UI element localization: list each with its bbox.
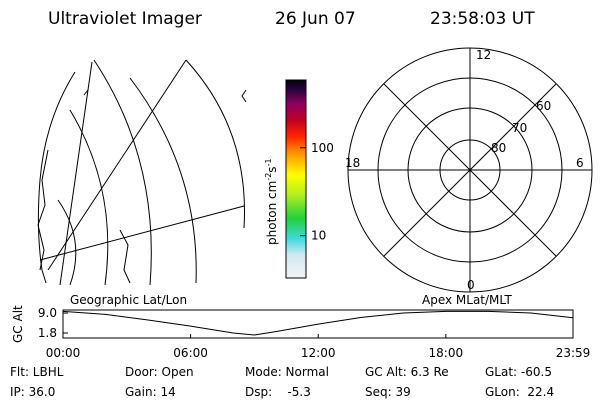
label-exp: -1 [264, 158, 273, 166]
label-text: s [265, 166, 279, 172]
status-field: Mode: Normal [245, 365, 329, 379]
label-text: photon cm [265, 181, 279, 245]
plot-label: Geographic Lat/Lon [70, 293, 187, 307]
x-tick-label: 18:00 [429, 346, 464, 360]
lat-label: 60 [536, 99, 551, 113]
status-field: Dsp: -5.3 [245, 385, 311, 399]
colorbar-tick-label: 10 [311, 229, 326, 243]
colorbar [285, 79, 307, 279]
status-field: GLat: -60.5 [485, 365, 552, 379]
geo-map [37, 59, 247, 286]
status-field: GC Alt: 6.3 Re [365, 365, 449, 379]
y-tick-label: 9.0 [38, 306, 57, 320]
polar-grid [347, 47, 593, 293]
lat-label: 80 [491, 141, 506, 155]
status-field: GLon: 22.4 [485, 385, 554, 399]
status-field: Door: Open [125, 365, 194, 379]
colorbar-tick-label: 100 [311, 141, 334, 155]
time: 23:58:03 UT [430, 9, 535, 29]
altitude-line [62, 310, 574, 336]
instrument: Ultraviolet Imager [48, 9, 202, 29]
mlt-label: 12 [476, 48, 491, 62]
colorbar-label: photon cm-2s-1 [264, 158, 279, 245]
status-field: Gain: 14 [125, 385, 176, 399]
label-exp: -2 [264, 173, 273, 181]
x-tick-label: 06:00 [173, 346, 208, 360]
x-tick-label: 23:59 [556, 346, 591, 360]
plot-label: Apex MLat/MLT [422, 293, 512, 307]
colorbar-scale [285, 79, 307, 279]
x-tick-label: 00:00 [46, 346, 81, 360]
status-field: Flt: LBHL [10, 365, 64, 379]
x-tick-label: 12:00 [301, 346, 336, 360]
status-field: IP: 36.0 [10, 385, 55, 399]
y-tick-label: 1.8 [38, 326, 57, 340]
mlt-label: 6 [576, 156, 584, 170]
status-field: Seq: 39 [365, 385, 411, 399]
mlt-label: 18 [345, 156, 360, 170]
date: 26 Jun 07 [275, 9, 356, 29]
lat-label: 70 [512, 121, 527, 135]
y-label: GC Alt [11, 305, 25, 343]
mlt-label: 0 [467, 278, 475, 292]
